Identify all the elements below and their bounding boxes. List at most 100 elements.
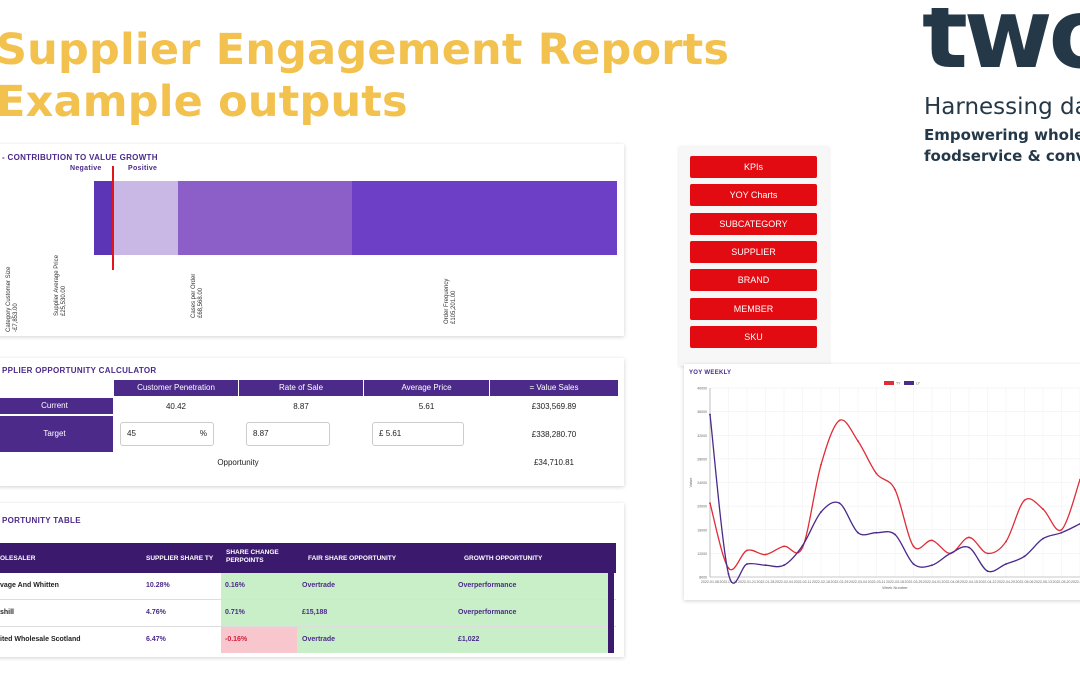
data-point-ty [968,536,970,539]
opportunity-value: £34,710.81 [533,458,575,467]
legend-swatch [884,381,894,385]
series-line-ty [709,419,1080,571]
percent-unit: % [199,429,207,438]
data-point-ly [709,413,711,416]
row-fair: Overtrade [302,582,336,589]
yoy-line-chart: 8000 12000 16000 20000 24000 28000 32000 36000 4… [688,381,1080,590]
contribution-bar-negative [94,181,114,255]
x-axis-title: Week Number [882,585,908,590]
x-tick-label: 2022-04-01 [923,580,941,584]
header-customer-penetration: Customer Penetration [114,380,239,396]
brand-logo: two Harnessing da Empowering wholesa foo… [922,8,1080,178]
nav-button-kpis[interactable]: KPIs [690,156,817,178]
data-point-ty [1023,499,1026,502]
data-point-ly [1023,555,1026,558]
nav-button-supplier[interactable]: SUPPLIER [690,241,817,263]
nav-button-yoy-charts[interactable]: YOY Charts [690,184,817,206]
title-line-1: Supplier Engagement Reports [0,25,730,75]
x-tick-label: 2022-02-04 [775,580,793,584]
table-row[interactable]: ited Wholesale Scotland 6.47% -0.16% Ove… [0,627,616,653]
data-point-ty [783,545,785,548]
data-point-ly [894,533,896,536]
row-fair: Overtrade [302,636,336,643]
data-point-ly [746,563,748,565]
data-point-ly [986,570,989,572]
data-point-ly [875,531,878,534]
target-price-input[interactable]: £ 5.61 [372,422,464,446]
header-value-sales: = Value Sales [490,380,619,396]
nav-button-sku[interactable]: SKU [690,326,817,348]
target-value-sales: £338,280.70 [531,430,577,439]
y-tick-label: 20000 [697,505,707,509]
table-row[interactable]: shill 4.76% 0.71% £15,188 Overperformanc… [0,600,616,627]
table-scrollbar[interactable] [608,573,614,653]
opportunity-table-title: PORTUNITY TABLE [2,516,81,525]
data-point-ly [1060,531,1063,534]
row-growth: Overperformance [458,582,517,589]
data-point-ly [783,564,785,567]
row-change: 0.16% [225,582,245,589]
opportunity-calculator-panel: PPLIER OPPORTUNITY CALCULATOR Customer P… [0,358,624,486]
data-point-ty [764,553,767,556]
row-highlight [221,573,611,599]
data-point-ty [746,549,748,552]
table-row[interactable]: vage And Whitten 10.28% 0.16% Overtrade … [0,573,616,600]
row-growth: £1,022 [458,636,480,643]
x-tick-label: 2022-03-18 [886,580,904,584]
data-point-ty [838,419,841,422]
data-point-ty [986,552,989,555]
y-tick-label: 12000 [697,552,707,556]
col-supplier-share: SUPPLIER SHARE TY [146,555,214,562]
data-point-ly [949,552,952,555]
contribution-bar-avg-price [114,181,178,255]
row-change: -0.16% [225,636,248,643]
x-tick-label: 2022-02-11 [794,580,812,584]
x-tick-label: 2022-03-11 [868,580,886,584]
current-rate-of-sale: 8.87 [293,402,309,411]
y-axis-title: Value [688,477,693,488]
y-tick-label: 16000 [697,528,707,532]
row-wholesaler: vage And Whitten [0,582,59,589]
row-share: 6.47% [146,636,166,643]
opportunity-table-panel: PORTUNITY TABLE OLESALER SUPPLIER SHARE … [0,503,624,657]
row-change: 0.71% [225,609,245,616]
calculator-title: PPLIER OPPORTUNITY CALCULATOR [2,366,157,375]
data-point-ty [727,567,730,570]
nav-button-brand[interactable]: BRAND [690,269,817,291]
series-line-ly [709,414,1080,584]
x-tick-label: 2022-04-15 [960,580,978,584]
nav-button-member[interactable]: MEMBER [690,298,817,320]
x-tick-label: 2022-03-04 [849,580,867,584]
x-tick-label: 2022-02-18 [812,580,830,584]
header-rate-of-sale: Rate of Sale [239,380,364,396]
label-cases-per-order: Cases per Order £68,568.00 [191,273,204,318]
row-wholesaler: ited Wholesale Scotland [0,636,81,643]
y-tick-label: 32000 [697,434,707,438]
data-point-ty [1042,508,1044,510]
x-tick-label: 2022-05-27 [1071,580,1080,584]
report-title: Supplier Engagement Reports Example outp… [0,24,729,128]
y-tick-label: 28000 [697,457,707,461]
target-penetration-input[interactable]: 45 % [120,422,214,446]
data-point-ty [1005,540,1007,543]
data-point-ty [857,440,859,443]
col-wholesaler: OLESALER [0,555,36,562]
data-point-ly [838,502,841,505]
y-tick-label: 8000 [699,576,707,580]
title-line-2: Example outputs [0,77,408,127]
legend-swatch [904,381,914,385]
negative-label: Negative [70,165,102,172]
contribution-bar-frequency [352,181,617,255]
data-point-ly [801,544,804,547]
target-rate-input[interactable]: 8.87 [246,422,330,446]
data-point-ty [912,545,915,548]
data-point-ly [857,531,859,534]
target-price-value: 5.61 [385,429,402,438]
row-highlight [221,600,611,626]
data-point-ly [968,546,970,549]
data-point-ty [820,463,822,466]
x-tick-label: 2022-04-29 [997,580,1015,584]
legend-label: TY [896,382,901,386]
nav-button-subcategory[interactable]: SUBCATEGORY [690,213,817,235]
logo-tagline-1: Empowering wholesa [924,126,1080,144]
